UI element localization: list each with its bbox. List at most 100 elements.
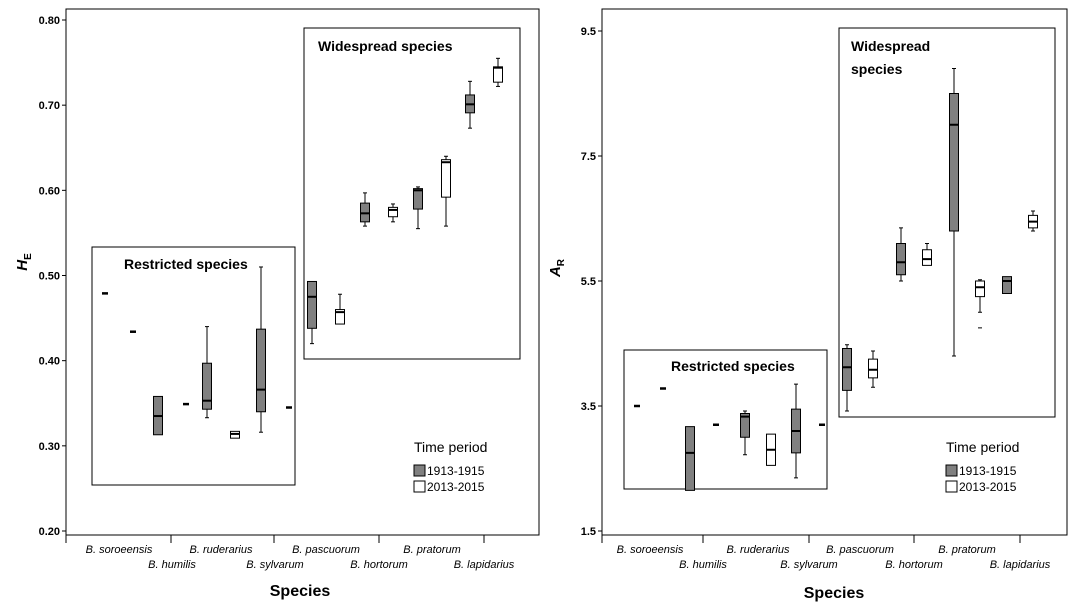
left-widespread-species-title: Widespread species [318, 38, 453, 54]
right-box-b-lapidarius-1913-1915 [1002, 276, 1012, 294]
left-box-plots [102, 57, 503, 439]
left-box-b-ruderarius-2013-2015 [230, 430, 240, 439]
left-y-tick-label-0-40: 0.40 [39, 356, 60, 368]
left-y-axis-label: HE [14, 253, 34, 271]
right-x-tick-label-b-soroeensis: B. soroeensis [617, 544, 684, 556]
right-legend-swatch-1913-1915 [945, 464, 958, 477]
right-legend-label-2013-2015: 2013-2015 [959, 480, 1017, 494]
left-box-b-lapidarius-2013-2015 [493, 57, 503, 87]
left-box-b-hortorum-2013-2015-iqr [388, 206, 398, 218]
right-box-b-sylvarum-1913-1915 [791, 383, 801, 479]
left-box-b-pascuorum-1913-1915-iqr [307, 280, 317, 329]
left-box-b-pratorum-1913-1915-iqr [413, 188, 423, 210]
right-y-tick-label-7-5: 7.5 [581, 151, 596, 163]
right-legend-label-1913-1915: 1913-1915 [959, 464, 1017, 478]
right-x-tick-label-b-ruderarius: B. ruderarius [727, 544, 790, 556]
right-box-b-ruderarius-2013-2015 [766, 433, 776, 466]
right-y-tick-label-3-5: 3.5 [581, 401, 596, 413]
right-box-b-pascuorum-1913-1915 [842, 344, 852, 412]
right-plot-frame [601, 8, 1068, 536]
left-legend: Time period 1913-1915 2013-2015 [413, 439, 487, 494]
left-box-b-pascuorum-2013-2015-iqr [335, 309, 345, 325]
right-box-b-pascuorum-2013-2015 [868, 350, 878, 388]
right-widespread-species-box [838, 27, 1056, 418]
right-box-b-hortorum-2013-2015-iqr [922, 249, 932, 266]
right-box-b-pascuorum-2013-2015-iqr [868, 358, 878, 379]
right-box-b-hortorum-2013-2015 [922, 243, 932, 266]
left-x-tick-label-b-pratorum: B. pratorum [403, 544, 460, 556]
left-box-b-lapidarius-2013-2015-iqr [493, 66, 503, 83]
right-x-tick-label-b-humilis: B. humilis [679, 559, 727, 571]
right-x-tick-label-b-pratorum: B. pratorum [938, 544, 995, 556]
left-widespread-species-box [303, 27, 521, 360]
right-widespread-title-line2: species [851, 61, 903, 77]
left-x-axis: B. soroeensis B. humilis B. ruderarius B. s… [65, 535, 515, 571]
left-legend-label-1913-1915: 1913-1915 [427, 464, 485, 478]
right-box-b-pratorum-2013-2015 [975, 279, 985, 313]
right-x-axis-label: Species [804, 585, 865, 602]
left-plot-frame [65, 8, 540, 536]
right-y-axis-label-sub: R [556, 258, 567, 266]
left-box-b-pratorum-2013-2015 [441, 155, 451, 227]
right-box-b-lapidarius-1913-1915-iqr [1002, 276, 1012, 294]
left-restricted-species-box [91, 246, 296, 486]
left-y-axis-label-main: H [14, 259, 31, 271]
left-x-tick-label-b-pascuorum: B. pascuorum [292, 544, 360, 556]
left-x-tick-label-b-ruderarius: B. ruderarius [190, 544, 253, 556]
right-box-b-humilis-1913-1915 [685, 426, 695, 491]
left-box-b-ruderarius-1913-1915-iqr [202, 362, 212, 410]
left-box-b-pratorum-2013-2015-iqr [441, 159, 451, 198]
left-x-tick-label-b-sylvarum: B. sylvarum [246, 559, 303, 571]
right-box-b-pratorum-1913-1915 [949, 68, 959, 357]
right-box-b-pratorum-2013-2015-iqr [975, 280, 985, 298]
left-legend-title: Time period [414, 439, 487, 455]
left-y-tick-label-0-30: 0.30 [39, 441, 60, 453]
left-box-b-humilis-1913-1915 [153, 395, 163, 436]
left-y-tick-label-0-60: 0.60 [39, 185, 60, 197]
right-box-b-ruderarius-1913-1915 [740, 410, 750, 456]
right-box-plots [634, 68, 1038, 491]
left-x-tick-label-b-hortorum: B. hortorum [350, 559, 407, 571]
left-box-b-pascuorum-2013-2015 [335, 293, 345, 325]
left-legend-label-2013-2015: 2013-2015 [427, 480, 485, 494]
right-restricted-species-title: Restricted species [671, 358, 795, 374]
left-restricted-species-title: Restricted species [124, 256, 248, 272]
left-y-axis-label-sub: E [23, 253, 34, 260]
right-widespread-species-title: Widespread species [851, 38, 930, 77]
right-box-b-hortorum-1913-1915 [896, 227, 906, 282]
right-widespread-title-line1: Widespread [851, 38, 930, 54]
right-y-tick-label-5-5: 5.5 [581, 276, 596, 288]
right-box-b-pascuorum-1913-1915-iqr [842, 348, 852, 391]
right-box-b-ruderarius-1913-1915-iqr [740, 413, 750, 438]
left-legend-swatch-2013-2015 [413, 480, 426, 493]
left-box-b-ruderarius-1913-1915 [202, 326, 212, 419]
right-y-tick-label-1-5: 1.5 [581, 526, 596, 538]
right-x-tick-label-b-sylvarum: B. sylvarum [780, 559, 837, 571]
right-legend-swatch-2013-2015 [945, 480, 958, 493]
right-y-tick-label-9-5: 9.5 [581, 26, 596, 38]
left-x-axis-label: Species [270, 583, 331, 600]
right-box-b-hortorum-1913-1915-iqr [896, 243, 906, 276]
left-x-tick-label-b-humilis: B. humilis [148, 559, 196, 571]
right-restricted-species-box [623, 349, 828, 490]
left-y-tick-label-0-20: 0.20 [39, 526, 60, 538]
right-x-tick-label-b-hortorum: B. hortorum [885, 559, 942, 571]
right-y-axis: 1.5 3.5 5.5 7.5 9.5 [581, 26, 602, 538]
right-x-tick-label-b-lapidarius: B. lapidarius [990, 559, 1051, 571]
left-box-b-hortorum-1913-1915 [360, 192, 370, 227]
left-box-b-sylvarum-1913-1915 [256, 266, 266, 433]
left-x-tick-label-b-lapidarius: B. lapidarius [454, 559, 515, 571]
left-x-tick-label-b-soroeensis: B. soroeensis [86, 544, 153, 556]
left-box-b-pascuorum-1913-1915 [307, 280, 317, 345]
right-x-tick-label-b-pascuorum: B. pascuorum [826, 544, 894, 556]
right-legend-title: Time period [946, 439, 1019, 455]
left-legend-swatch-1913-1915 [413, 464, 426, 477]
right-legend: Time period 1913-1915 2013-2015 [945, 439, 1019, 494]
left-box-b-lapidarius-1913-1915 [465, 80, 475, 129]
right-box-b-humilis-1913-1915-iqr [685, 426, 695, 491]
right-box-b-lapidarius-2013-2015 [1028, 210, 1038, 232]
right-y-axis-label: AR [547, 258, 567, 278]
